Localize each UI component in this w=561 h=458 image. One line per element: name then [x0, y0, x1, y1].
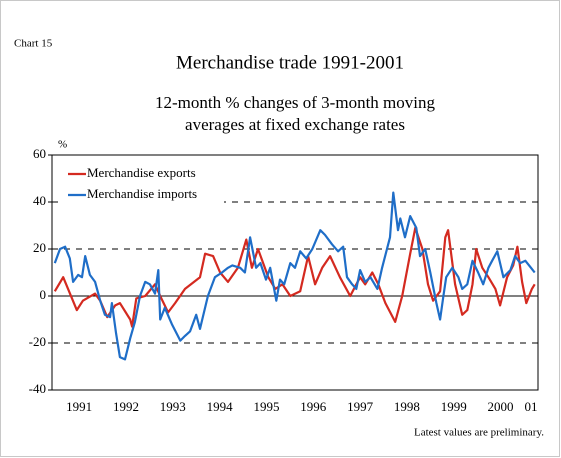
x-tick-label: 2000 — [488, 399, 514, 414]
x-tick-label: 1997 — [347, 399, 374, 414]
chart-title: Merchandise trade 1991-2001 — [176, 52, 404, 73]
x-tick-label: 1991 — [66, 399, 92, 414]
note: Latest values are preliminary. — [414, 427, 544, 439]
chart-subtitle: 12-month % changes of 3-month moving — [155, 93, 435, 112]
x-tick-label: 1994 — [207, 399, 234, 414]
x-tick-label: 1993 — [160, 399, 186, 414]
x-tick-label: 1992 — [113, 399, 139, 414]
legend-bg — [64, 166, 224, 182]
y-tick-label: 0 — [40, 287, 47, 302]
x-tick-label: 1995 — [253, 399, 279, 414]
y-tick-label: 20 — [33, 240, 46, 255]
legend-label: Merchandise imports — [87, 186, 197, 201]
legend-bg — [64, 187, 224, 203]
y-tick-label: -20 — [29, 334, 46, 349]
x-tick-label: 1999 — [441, 399, 467, 414]
legend-label: Merchandise exports — [87, 165, 196, 180]
y-axis-label: % — [58, 139, 67, 151]
x-tick-label: 1998 — [394, 399, 420, 414]
y-tick-label: 40 — [33, 193, 46, 208]
y-tick-label: -40 — [29, 381, 46, 396]
x-tick-label: 1996 — [300, 399, 327, 414]
x-tick-label: 01 — [524, 399, 537, 414]
series-line — [53, 191, 536, 361]
chart-subtitle: averages at fixed exchange rates — [185, 115, 405, 134]
plot-frame — [51, 154, 539, 391]
y-tick-label: 60 — [33, 146, 46, 161]
chart-label: Chart 15 — [14, 38, 53, 50]
